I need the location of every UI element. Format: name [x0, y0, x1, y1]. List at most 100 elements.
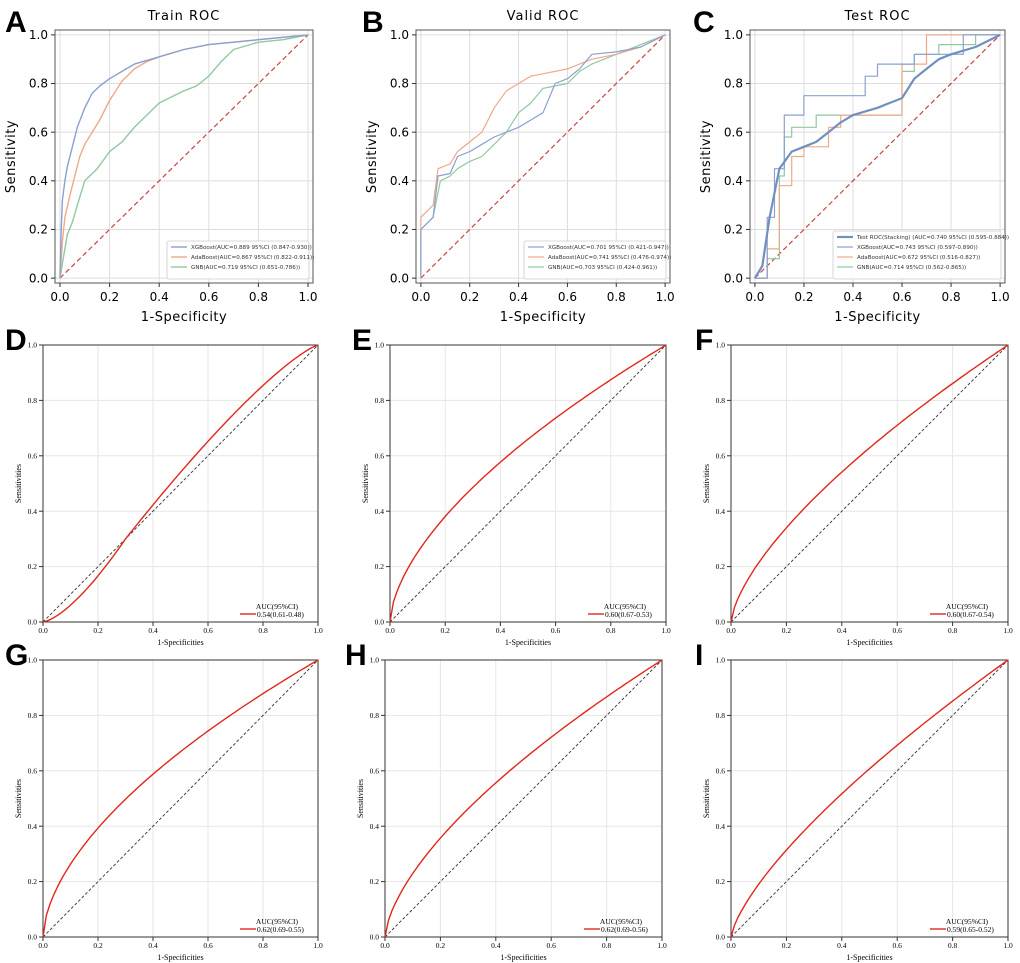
legend-label: XGBoost(AUC=0.701 95%CI (0.421-0.947))	[548, 245, 669, 251]
x-axis-label: 1-Specificities	[846, 638, 892, 647]
legend: AUC(95%CI)0.62(0.69-0.55)	[240, 917, 304, 934]
axes-frame	[42, 659, 319, 938]
axes-frame	[749, 29, 1006, 284]
axes-frame	[389, 344, 667, 623]
y-axis-label: Sensitivities	[702, 779, 711, 818]
legend-label: AdaBoost(AUC=0.672 95%CI (0.516-0.827))	[857, 255, 980, 261]
x-tick-label: 1.0	[991, 290, 1010, 304]
x-tick-label: 0.6	[892, 290, 911, 304]
x-tick-label: 0.2	[93, 626, 103, 635]
x-tick-label: 0.0	[50, 290, 69, 304]
y-tick-label: 0.0	[28, 933, 38, 942]
y-tick-label: 0.0	[29, 271, 48, 285]
y-tick-label: 0.8	[716, 396, 726, 405]
x-tick-label: 0.8	[606, 626, 616, 635]
panel-h: H 0.00.0 0.2 0.2 0.4 0.4 0.6 0.6 0.8 0.8 1.0 1.0 1-S…	[345, 639, 667, 962]
x-tick-label: 0.4	[150, 290, 169, 304]
y-axis-label: Sensitivity	[365, 120, 380, 193]
legend: AUC(95%CI)0.54(0.61-0.48)	[240, 602, 304, 619]
y-tick-label: 0.2	[375, 562, 385, 571]
x-tick-label: 0.8	[948, 626, 958, 635]
roc-curve	[730, 659, 1009, 938]
y-tick-label: 0.0	[390, 271, 409, 285]
y-axis-label: Sensitivities	[14, 779, 23, 818]
legend-label: AdaBoost(AUC=0.867 95%CI (0.822-0.911))	[191, 255, 314, 261]
x-tick-label: 1.0	[1003, 941, 1013, 950]
y-tick-label: 0.8	[724, 77, 743, 91]
y-tick-label: 0.2	[716, 877, 726, 886]
legend-title: AUC(95%CI)	[604, 602, 647, 611]
legend: AUC(95%CI)0.60(0.67-0.53)	[588, 602, 652, 619]
reference-diagonal	[420, 34, 666, 279]
legend-value: 0.62(0.69-0.55)	[257, 925, 304, 934]
axes-frame	[730, 344, 1009, 623]
x-tick-label: 0.2	[441, 626, 451, 635]
panel-title: Test ROC	[843, 9, 910, 24]
reference-diagonal	[42, 344, 319, 623]
y-tick-label: 0.6	[28, 766, 38, 775]
legend: Test ROC(Stacking) (AUC=0.740 95%CI (0.5…	[832, 230, 1009, 280]
y-axis-label: Sensitivities	[14, 464, 23, 503]
x-tick-label: 0.2	[436, 941, 446, 950]
y-tick-label: 0.2	[724, 223, 743, 237]
panel-letter: A	[5, 6, 27, 39]
x-tick-label: 0.4	[837, 941, 847, 950]
roc-curve-series-1	[753, 33, 1001, 279]
legend-title: AUC(95%CI)	[946, 917, 989, 926]
y-tick-label: 1.0	[375, 341, 385, 350]
y-tick-label: 1.0	[28, 341, 38, 350]
legend-value: 0.60(0.67-0.54)	[947, 610, 994, 619]
legend-value: 0.54(0.61-0.48)	[257, 610, 304, 619]
legend-value: 0.60(0.67-0.53)	[605, 610, 652, 619]
x-tick-label: 0.6	[893, 626, 903, 635]
roc-curve-series-1	[420, 34, 666, 279]
panel-c: C 0.00.0 0.2 0.2 0.4 0.4 0.6 0.6 0.8 0.8 1.0 1.0 1-S…	[693, 6, 1010, 325]
x-axis-label: 1-Specificities	[500, 953, 546, 962]
axes-frame	[42, 344, 319, 623]
legend-label: XGBoost(AUC=0.889 95%CI (0.847-0.930))	[191, 245, 312, 251]
panel-g: G 0.00.0 0.2 0.2 0.4 0.4 0.6 0.6 0.8 0.8 1.0 1.0 1-S…	[5, 639, 323, 962]
legend-title: AUC(95%CI)	[600, 917, 643, 926]
x-tick-label: 0.6	[199, 290, 218, 304]
roc-curve-series-3	[59, 34, 309, 279]
x-tick-label: 0.6	[547, 941, 557, 950]
x-axis-label: 1-Specificity	[500, 310, 586, 325]
x-axis-label: 1-Specificities	[505, 638, 551, 647]
x-tick-label: 0.2	[794, 290, 813, 304]
y-tick-label: 0.0	[28, 618, 38, 627]
x-tick-label: 0.4	[837, 626, 847, 635]
x-axis-label: 1-Specificities	[846, 953, 892, 962]
y-tick-label: 0.6	[716, 451, 726, 460]
x-tick-label: 0.2	[460, 290, 479, 304]
y-tick-label: 0.8	[29, 77, 48, 91]
y-tick-label: 0.0	[370, 933, 380, 942]
y-tick-label: 0.4	[28, 507, 38, 516]
y-axis-label: Sensitivities	[702, 464, 711, 503]
reference-diagonal	[389, 344, 667, 623]
roc-curve	[384, 659, 663, 938]
x-axis-label: 1-Specificities	[157, 953, 203, 962]
x-tick-label: 1.0	[313, 626, 323, 635]
axes-frame	[730, 659, 1009, 938]
panel-e: E 0.00.0 0.2 0.2 0.4 0.4 0.6 0.6 0.8 0.8 1.0 1.0 1-S…	[352, 324, 671, 647]
x-tick-label: 0.0	[385, 626, 395, 635]
y-tick-label: 0.0	[716, 618, 726, 627]
legend-title: AUC(95%CI)	[946, 602, 989, 611]
x-tick-label: 1.0	[661, 626, 671, 635]
x-tick-label: 1.0	[298, 290, 317, 304]
panel-title: Train ROC	[147, 9, 221, 24]
x-tick-label: 0.6	[893, 941, 903, 950]
roc-curve	[42, 659, 319, 938]
x-tick-label: 0.0	[38, 941, 48, 950]
legend-value: 0.59(0.65-0.52)	[947, 925, 994, 934]
reference-diagonal	[754, 34, 1001, 279]
reference-diagonal	[384, 659, 663, 938]
legend-value: 0.62(0.69-0.56)	[601, 925, 648, 934]
x-tick-label: 0.8	[258, 941, 268, 950]
y-tick-label: 0.6	[375, 451, 385, 460]
legend-title: AUC(95%CI)	[256, 917, 299, 926]
x-tick-label: 0.0	[726, 626, 736, 635]
roc-curve-series-2	[754, 34, 1001, 279]
x-tick-label: 0.4	[843, 290, 862, 304]
